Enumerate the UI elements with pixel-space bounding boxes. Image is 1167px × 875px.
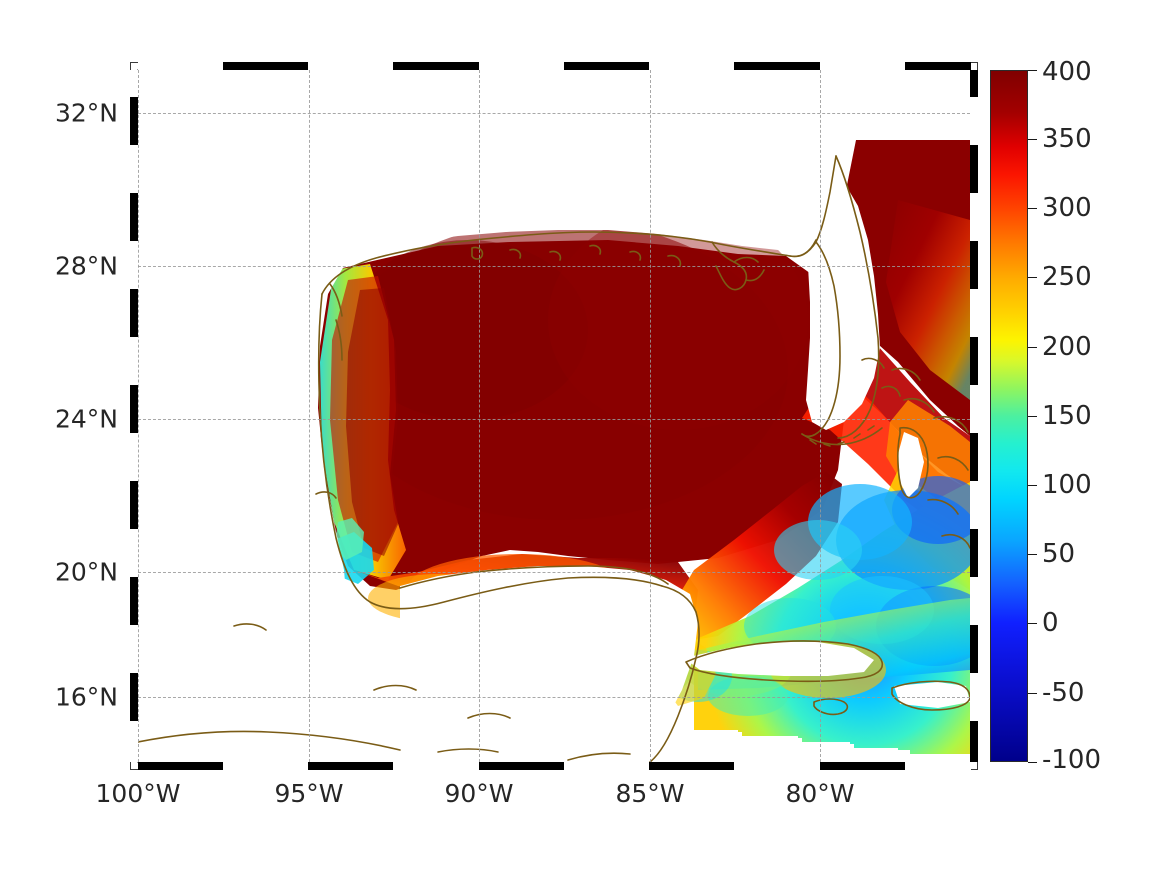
colorbar-label-250: 250 bbox=[1042, 262, 1092, 292]
coastline-layer bbox=[138, 70, 970, 762]
ytick-label-16n: 16°N bbox=[54, 682, 118, 712]
colorbar-label-300: 300 bbox=[1042, 193, 1092, 223]
map-plot-area[interactable] bbox=[138, 70, 970, 762]
map-axes[interactable] bbox=[138, 70, 970, 762]
xtick-label-85w: 85°W bbox=[615, 779, 685, 808]
colorbar-label-neg100: -100 bbox=[1042, 745, 1102, 775]
ytick-label-32n: 32°N bbox=[54, 98, 118, 128]
colorbar-gradient bbox=[991, 71, 1027, 761]
colorbar-label-200: 200 bbox=[1042, 332, 1092, 362]
colorbar-label-0: 0 bbox=[1042, 608, 1059, 638]
ytick-label-28n: 28°N bbox=[54, 251, 118, 281]
colorbar-label-150: 150 bbox=[1042, 401, 1092, 431]
xtick-label-100w: 100°W bbox=[95, 779, 181, 808]
colorbar-label-100: 100 bbox=[1042, 470, 1092, 500]
colorbar-label-400: 400 bbox=[1042, 57, 1092, 87]
colorbar-label-neg50: -50 bbox=[1042, 678, 1085, 708]
xtick-label-80w: 80°W bbox=[785, 779, 855, 808]
xtick-label-95w: 95°W bbox=[274, 779, 344, 808]
colorbar-label-50: 50 bbox=[1042, 539, 1076, 569]
xtick-label-90w: 90°W bbox=[444, 779, 514, 808]
ytick-label-24n: 24°N bbox=[54, 404, 118, 434]
colorbar-label-350: 350 bbox=[1042, 124, 1092, 154]
ytick-label-20n: 20°N bbox=[54, 557, 118, 587]
colorbar[interactable] bbox=[990, 70, 1028, 762]
